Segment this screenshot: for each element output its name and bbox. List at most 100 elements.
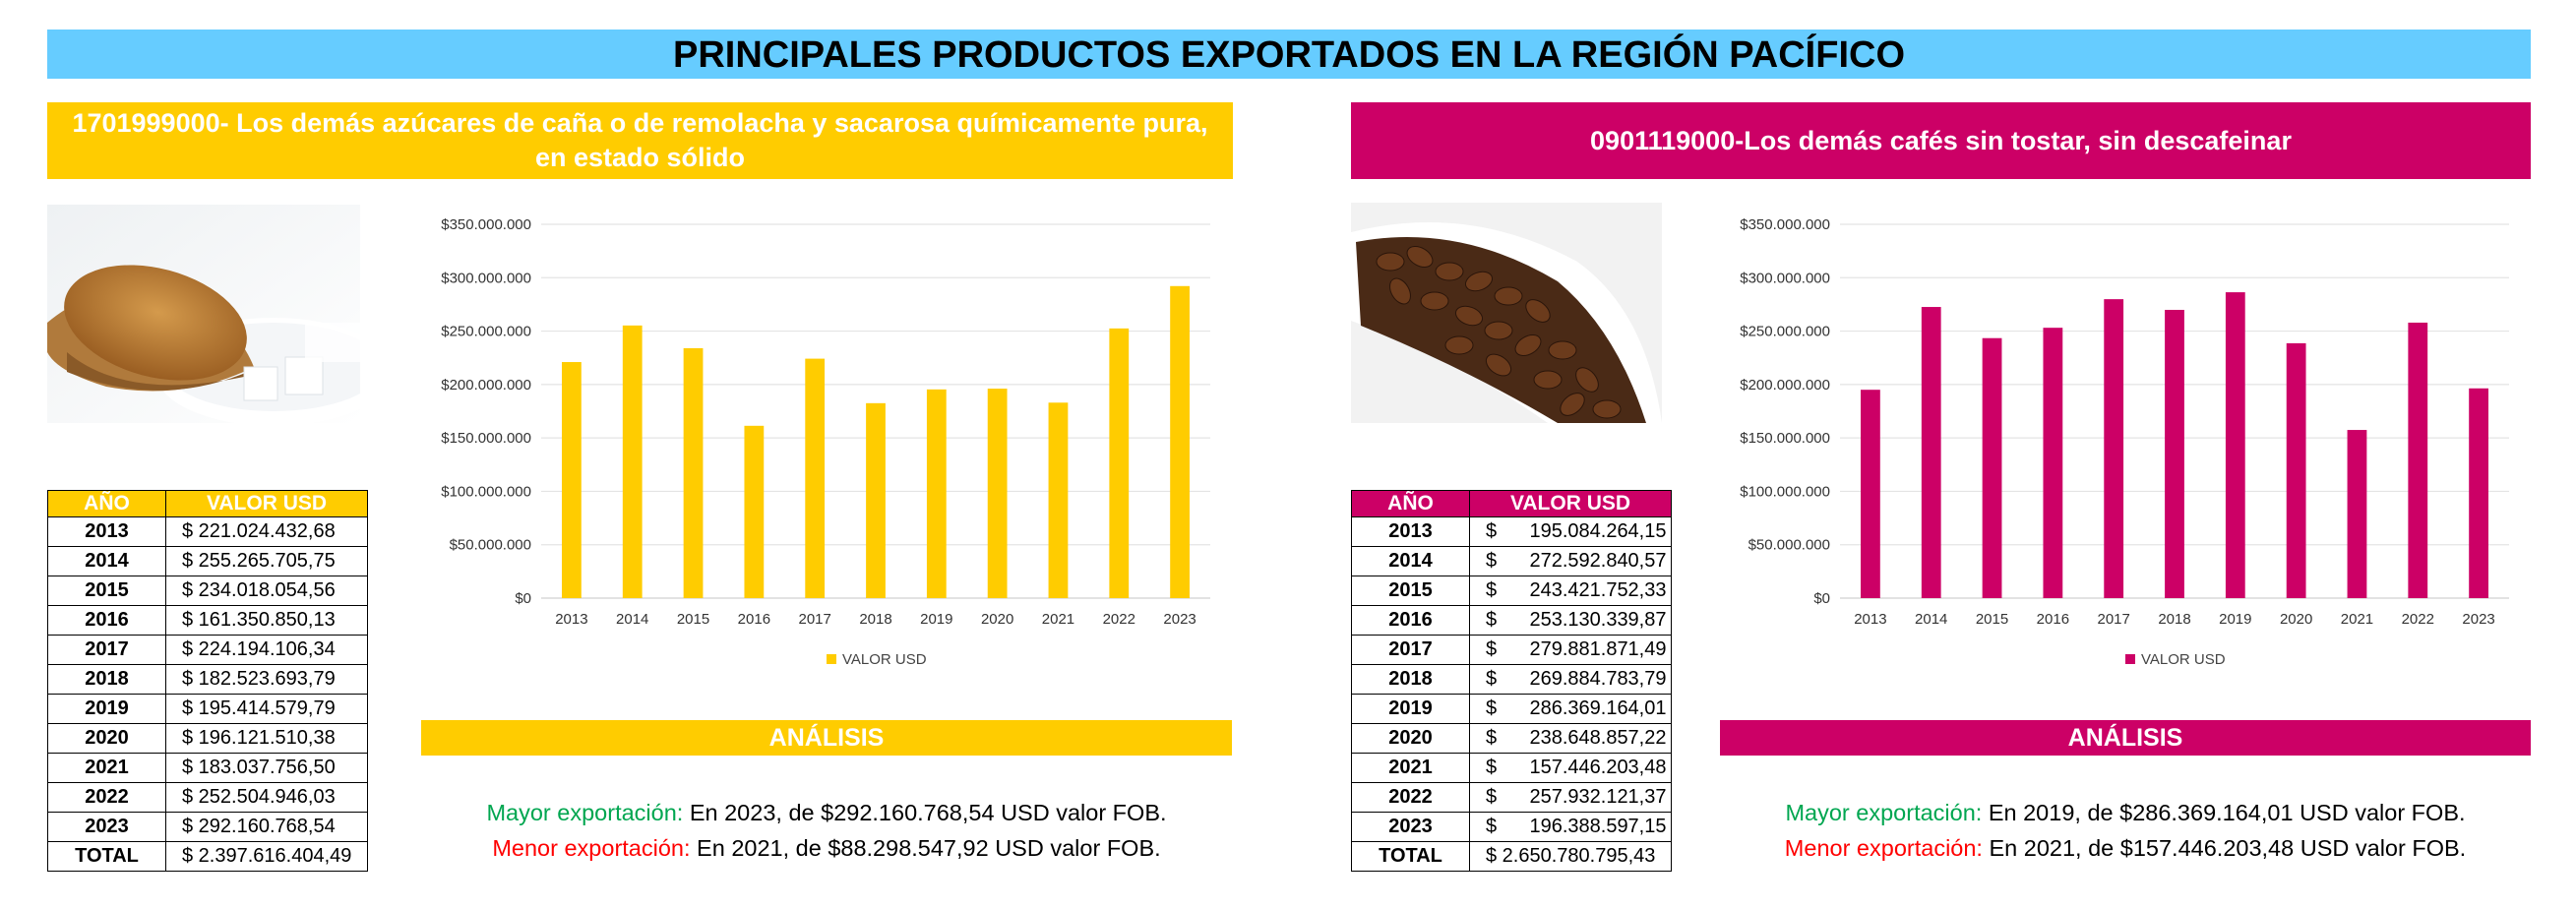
bar-2018 [2165, 309, 2184, 598]
total-label: TOTAL [1351, 841, 1470, 872]
x-tick-label: 2021 [1042, 611, 1074, 628]
bar-2016 [2043, 328, 2063, 598]
value-cell: $ 252.504.946,03 [165, 782, 368, 813]
table-row: 2021 $ 183.037.756,50 [47, 753, 368, 783]
table-row: 2014 $ 272.592.840,57 [1351, 546, 1672, 576]
year-cell: 2014 [1351, 546, 1470, 576]
table-row: 2019 $ 195.414.579,79 [47, 694, 368, 724]
table-row: 2014 $ 255.265.705,75 [47, 546, 368, 576]
bar-2021 [1048, 402, 1069, 598]
bar-2022 [1109, 328, 1130, 598]
min-export-label: Menor exportación: [492, 835, 691, 861]
bar-2014 [622, 325, 643, 598]
y-tick-label: $0 [515, 590, 531, 607]
x-tick-label: 2020 [981, 611, 1013, 628]
coffee-bar-chart: $0 $50.000.000 $100.000.000 $150.000.000 $20… [1740, 216, 2509, 668]
value-cell: $ 257.932.121,37 [1469, 782, 1672, 813]
x-tick-label: 2014 [1915, 611, 1947, 628]
value-cell: $ 183.037.756,50 [165, 753, 368, 783]
y-tick-label: $50.000.000 [450, 537, 531, 554]
year-cell: 2017 [47, 635, 166, 665]
table-row: 2018 $ 269.884.783,79 [1351, 664, 1672, 695]
table-row: 2022 $ 252.504.946,03 [47, 782, 368, 813]
bar-2017 [805, 358, 826, 598]
value-cell: $ 269.884.783,79 [1469, 664, 1672, 695]
year-cell: 2017 [1351, 635, 1470, 665]
x-tick-label: 2022 [2402, 611, 2434, 628]
year-cell: 2022 [47, 782, 166, 813]
x-tick-label: 2015 [677, 611, 709, 628]
value-cell: $ 161.350.850,13 [165, 605, 368, 636]
coffee-photo [1351, 203, 1662, 423]
analysis-text-left: Mayor exportación: En 2023, de $292.160.… [421, 795, 1232, 866]
x-tick-label: 2015 [1976, 611, 2008, 628]
value-cell: $ 157.446.203,48 [1469, 753, 1672, 783]
table-header-row: AÑO VALOR USD [1351, 490, 1672, 517]
x-tick-label: 2021 [2341, 611, 2373, 628]
table-row: 2021 $ 157.446.203,48 [1351, 753, 1672, 783]
table-row: 2019 $ 286.369.164,01 [1351, 694, 1672, 724]
year-cell: 2015 [1351, 576, 1470, 606]
table-row: 2017 $ 279.881.871,49 [1351, 635, 1672, 665]
year-cell: 2019 [1351, 694, 1470, 724]
y-tick-label: $300.000.000 [1740, 270, 1830, 286]
value-cell: $ 224.194.106,34 [165, 635, 368, 665]
bar-2015 [683, 347, 704, 598]
sugar-photo [47, 205, 360, 423]
value-cell: $ 255.265.705,75 [165, 546, 368, 576]
y-tick-label: $50.000.000 [1748, 537, 1830, 554]
value-cell: $ 253.130.339,87 [1469, 605, 1672, 636]
value-header: VALOR USD [165, 490, 368, 517]
year-cell: 2019 [47, 694, 166, 724]
year-header: AÑO [47, 490, 166, 517]
coffee-data-table: AÑO VALOR USD 2013 $ 195.084.264,15 2014 $… [1351, 490, 1672, 872]
y-tick-label: $250.000.000 [1740, 324, 1830, 340]
table-row: 2018 $ 182.523.693,79 [47, 664, 368, 695]
bar-2016 [744, 425, 765, 598]
min-export-text: En 2021, de $88.298.547,92 USD valor FOB… [690, 835, 1161, 861]
table-row: 2013 $ 195.084.264,15 [1351, 516, 1672, 547]
bar-2019 [2225, 292, 2245, 598]
max-export-text: En 2023, de $292.160.768,54 USD valor FO… [683, 800, 1167, 825]
x-tick-label: 2014 [616, 611, 648, 628]
bar-2021 [2347, 430, 2367, 598]
table-row: 2023 $ 196.388.597,15 [1351, 812, 1672, 842]
max-export-label: Mayor exportación: [486, 800, 684, 825]
page-title: PRINCIPALES PRODUCTOS EXPORTADOS EN LA R… [47, 30, 2531, 79]
value-cell: $ 272.592.840,57 [1469, 546, 1672, 576]
sugar-bar-chart: $0 $50.000.000 $100.000.000 $150.000.000 $20… [441, 216, 1210, 668]
min-export-label: Menor exportación: [1784, 835, 1983, 861]
max-export-text: En 2019, de $286.369.164,01 USD valor FO… [1982, 800, 2466, 825]
bar-2023 [1170, 285, 1190, 598]
table-row: 2016 $ 161.350.850,13 [47, 605, 368, 636]
table-row: 2020 $ 196.121.510,38 [47, 723, 368, 754]
product-banner-coffee: 0901119000-Los demás cafés sin tostar, s… [1351, 102, 2531, 179]
bar-2022 [2408, 322, 2428, 598]
table-row: 2013 $ 221.024.432,68 [47, 516, 368, 547]
x-tick-label: 2019 [2219, 611, 2251, 628]
value-cell: $ 195.414.579,79 [165, 694, 368, 724]
x-tick-label: 2020 [2280, 611, 2312, 628]
legend-label: VALOR USD [842, 651, 927, 668]
bar-2020 [987, 389, 1008, 598]
bar-2015 [1982, 337, 2002, 598]
table-row: 2023 $ 292.160.768,54 [47, 812, 368, 842]
year-cell: 2013 [47, 516, 166, 547]
bar-2018 [866, 402, 886, 598]
table-row: 2017 $ 224.194.106,34 [47, 635, 368, 665]
table-row: 2015 $ 243.421.752,33 [1351, 576, 1672, 606]
value-cell: $ 196.388.597,15 [1469, 812, 1672, 842]
year-cell: 2013 [1351, 516, 1470, 547]
year-header: AÑO [1351, 490, 1470, 517]
table-row: 2015 $ 234.018.054,56 [47, 576, 368, 606]
value-cell: $ 196.121.510,38 [165, 723, 368, 754]
bar-2013 [1861, 390, 1880, 598]
year-cell: 2018 [47, 664, 166, 695]
year-cell: 2020 [1351, 723, 1470, 754]
year-cell: 2014 [47, 546, 166, 576]
total-label: TOTAL [47, 841, 166, 872]
x-tick-label: 2016 [2037, 611, 2069, 628]
bar-2013 [562, 362, 582, 598]
x-tick-label: 2017 [798, 611, 830, 628]
legend-swatch [827, 654, 836, 664]
